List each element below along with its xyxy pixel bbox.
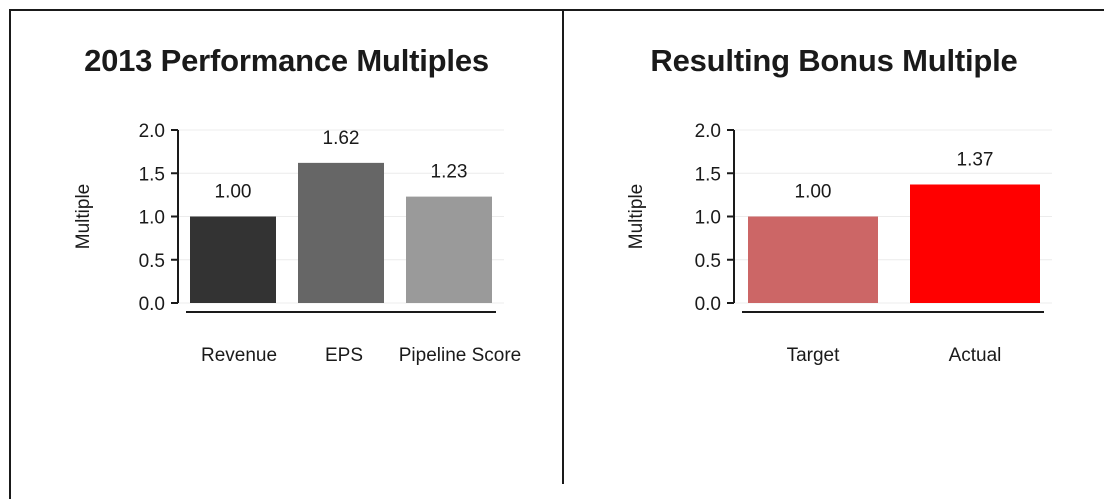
chart-title: Resulting Bonus Multiple	[650, 43, 1018, 78]
panel-divider	[562, 9, 564, 484]
bar-chart-performance-multiples: 0.0 0.5 1.0 1.5 2.0 Multiple 1.00 Revenue 1.62 EP…	[73, 121, 522, 366]
y-tick-label: 0.5	[695, 251, 721, 272]
bar	[406, 196, 492, 303]
bar	[190, 216, 276, 303]
y-tick-label: 0.0	[695, 294, 721, 315]
bar-chart-bonus-multiple: 0.0 0.5 1.0 1.5 2.0 Multiple 1.00 Target 1.37 Act…	[626, 121, 1052, 366]
y-tick-label: 0.5	[139, 251, 165, 272]
y-tick-label: 1.5	[695, 164, 721, 185]
x-category-label: Target	[787, 345, 841, 366]
y-axis-title: Multiple	[73, 184, 94, 249]
bar	[910, 184, 1040, 303]
bar	[748, 216, 878, 303]
y-tick-label: 1.0	[695, 208, 721, 229]
chart-panel-bonus-multiple: Resulting Bonus Multiple 0.0 0.5 1.0 1.5 2.0…	[564, 11, 1104, 484]
data-label: 1.37	[957, 149, 994, 170]
y-axis-title: Multiple	[626, 184, 647, 249]
chart-title: 2013 Performance Multiples	[84, 43, 489, 78]
data-label: 1.00	[215, 182, 252, 203]
x-category-label: Pipeline Score	[399, 345, 522, 366]
x-category-label: EPS	[325, 345, 363, 366]
data-label: 1.00	[795, 182, 832, 203]
y-tick-label: 1.5	[139, 164, 165, 185]
bar	[298, 162, 384, 303]
x-category-label: Actual	[949, 345, 1002, 366]
y-tick-label: 0.0	[139, 294, 165, 315]
data-label: 1.23	[431, 162, 468, 183]
figure-frame	[9, 9, 1104, 499]
y-tick-label: 2.0	[695, 121, 721, 142]
chart-panel-performance-multiples: 2013 Performance Multiples 0.0 0.5 1.0 1.5 2…	[11, 11, 562, 484]
y-tick-label: 1.0	[139, 208, 165, 229]
data-label: 1.62	[323, 128, 360, 149]
x-category-label: Revenue	[201, 345, 277, 366]
y-tick-label: 2.0	[139, 121, 165, 142]
